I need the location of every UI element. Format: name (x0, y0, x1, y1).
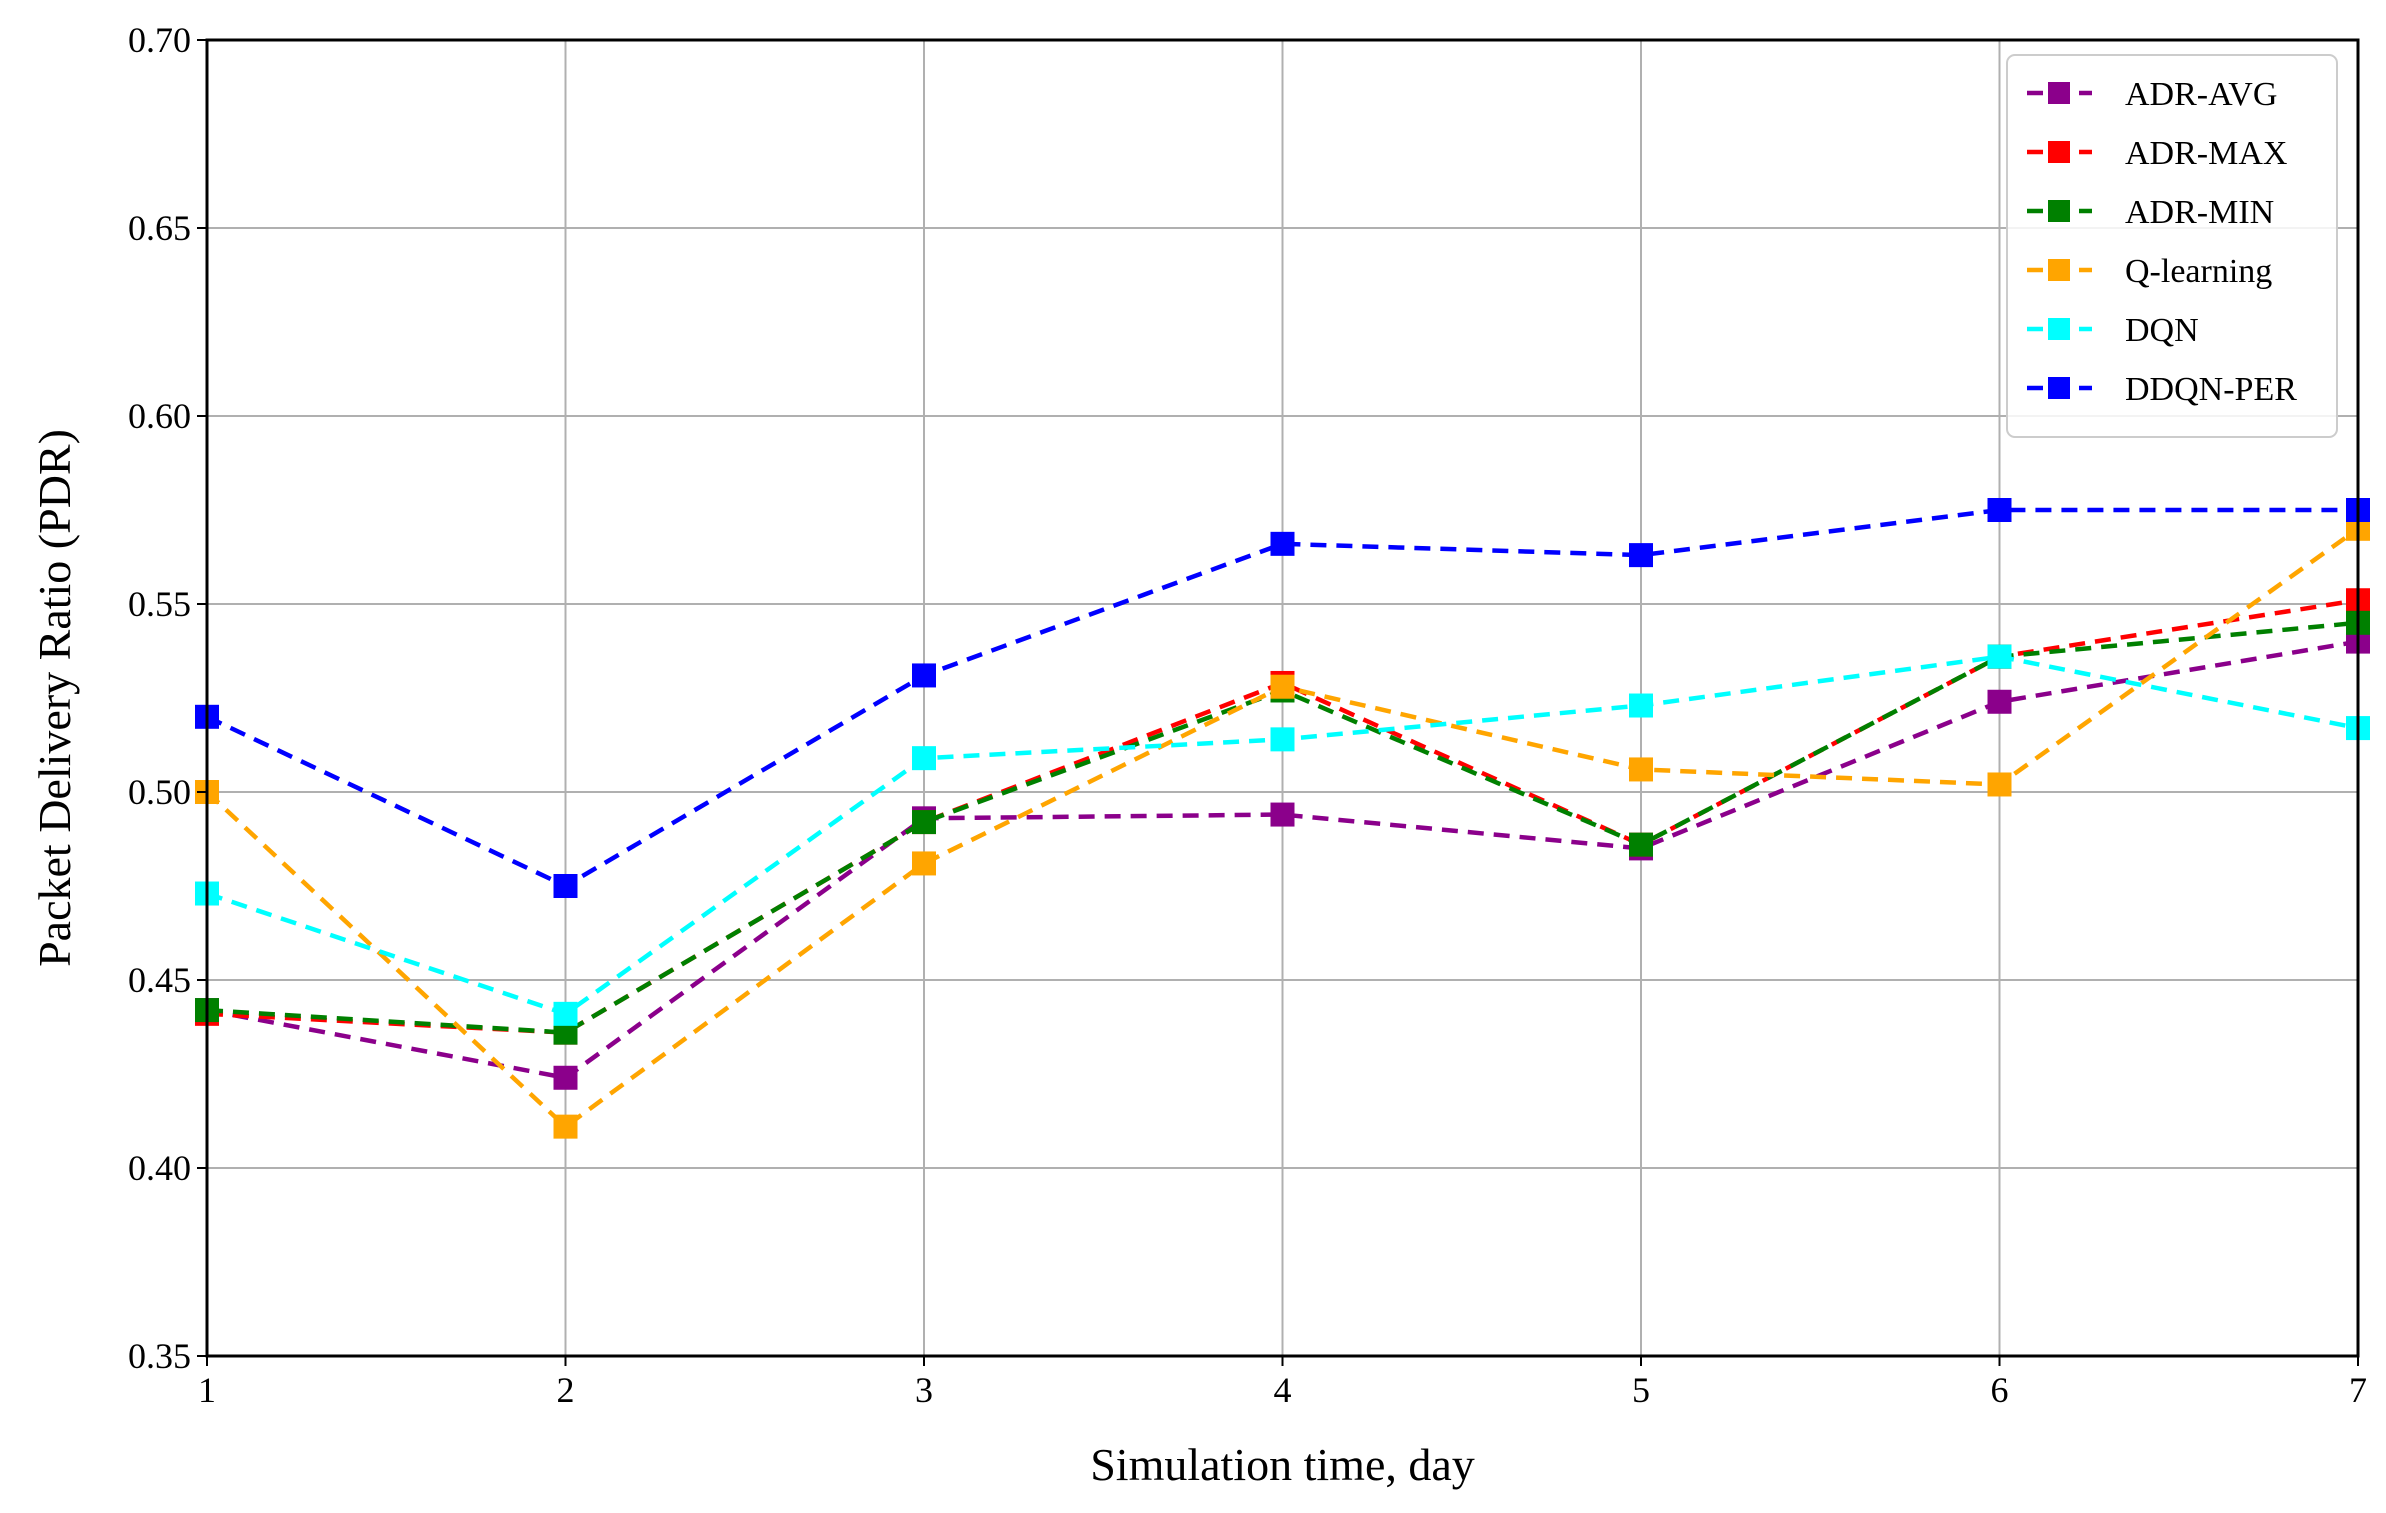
axis-ticks: 1 2 3 4 5 6 7 0.35 0.40 0.45 0.50 0.55 0.60 0.65 0.70 (128, 20, 2367, 1410)
x-tick-label: 5 (1632, 1370, 1650, 1410)
legend-marker (2048, 377, 2070, 399)
legend-item: ADR-MAX (2027, 135, 2287, 172)
legend-item: ADR-AVG (2027, 76, 2277, 113)
data-point (1629, 693, 1653, 718)
legend-label: DDQN-PER (2125, 371, 2297, 408)
legend-label: ADR-MAX (2125, 135, 2287, 172)
data-point (1629, 832, 1653, 857)
data-point (553, 874, 578, 898)
data-point (912, 746, 936, 771)
legend-item: Q-learning (2027, 253, 2272, 290)
data-point (1629, 543, 1653, 568)
data-point (1987, 689, 2012, 714)
legend-marker (2048, 318, 2070, 340)
data-point (553, 1001, 578, 1026)
x-axis-label: Simulation time, day (1090, 1439, 1475, 1490)
legend: ADR-AVG ADR-MAX ADR-MIN Q-learning DQN DDQN-P… (2006, 54, 2338, 438)
legend-item: ADR-MIN (2027, 194, 2274, 231)
y-tick-label: 0.60 (128, 396, 191, 436)
legend-label: ADR-AVG (2125, 76, 2277, 113)
data-point (553, 1114, 578, 1139)
data-point (1270, 802, 1295, 827)
y-tick-label: 0.45 (128, 960, 191, 1000)
y-tick-label: 0.55 (128, 584, 191, 624)
legend-item: DDQN-PER (2027, 371, 2297, 408)
x-tick-label: 7 (2349, 1370, 2367, 1410)
data-point (1987, 772, 2012, 797)
data-point (1270, 674, 1295, 699)
data-point (1629, 757, 1653, 782)
data-point (912, 810, 936, 835)
data-point (1987, 498, 2012, 522)
y-tick-label: 0.40 (128, 1148, 191, 1188)
y-tick-label: 0.65 (128, 208, 191, 248)
legend-label: Q-learning (2125, 253, 2272, 290)
y-tick-label: 0.50 (128, 772, 191, 812)
data-point (912, 851, 936, 876)
x-tick-label: 3 (915, 1370, 933, 1410)
data-point (912, 663, 936, 688)
legend-label: DQN (2125, 312, 2199, 349)
data-point (553, 1065, 578, 1090)
legend-item: DQN (2027, 312, 2199, 349)
legend-marker (2048, 141, 2070, 163)
legend-marker (2048, 259, 2070, 281)
data-point (1270, 727, 1295, 752)
x-tick-label: 6 (1991, 1370, 2009, 1410)
legend-label: ADR-MIN (2125, 194, 2274, 231)
x-tick-label: 4 (1274, 1370, 1292, 1410)
data-point (1987, 644, 2012, 669)
data-point (1270, 531, 1295, 556)
series-layer (195, 498, 2370, 1139)
y-tick-label: 0.70 (128, 20, 191, 60)
legend-marker (2048, 82, 2070, 104)
series-dqn (195, 644, 2370, 1026)
legend-marker (2048, 200, 2070, 222)
x-tick-label: 1 (198, 1370, 216, 1410)
y-tick-label: 0.35 (128, 1336, 191, 1376)
y-axis-label: Packet Delivery Ratio (PDR) (29, 429, 80, 967)
x-tick-label: 2 (557, 1370, 575, 1410)
